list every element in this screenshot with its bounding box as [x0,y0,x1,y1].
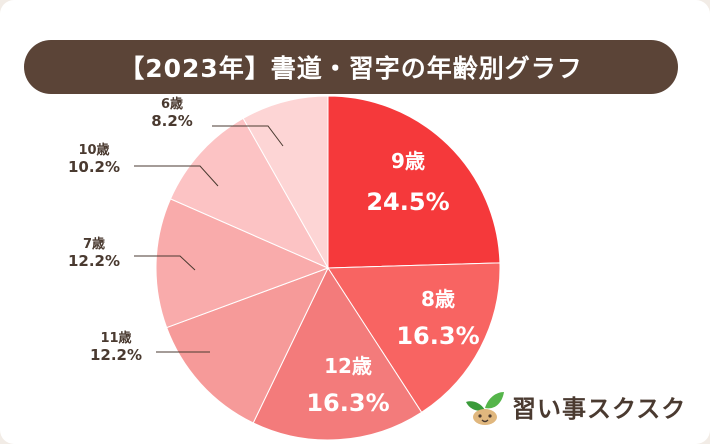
slice-value-4: 12.2% [90,346,142,364]
pie-slice-7 [242,95,329,270]
pie-slice-6 [169,117,330,270]
slice-value-1: 24.5% [366,188,449,216]
slice-label-3: 12歳 [324,354,372,378]
pie-slice-5 [155,198,330,329]
slice-value-6: 10.2% [68,158,120,176]
slice-label-5: 7歳 [83,236,105,252]
slice-value-3: 16.3% [306,389,389,417]
slice-value-5: 12.2% [68,252,120,270]
slice-value-7: 8.2% [151,112,193,130]
pie-slice-4 [166,267,329,424]
slice-value-2: 16.3% [396,322,479,350]
leader-line-6 [134,165,219,187]
slice-label-1: 9歳 [391,149,425,173]
slice-label-4: 11歳 [100,330,131,346]
leader-line-7 [212,125,284,147]
brand-logo: 習い事スクスク [464,386,686,426]
leader-line-5 [134,255,196,271]
slice-label-6: 10歳 [78,142,109,158]
brand-name: 習い事スクスク [512,394,687,423]
pie-slice-3 [252,266,423,441]
slice-label-2: 8歳 [421,287,455,311]
pie-slice-1 [327,95,501,269]
pie-slice-2 [327,262,501,413]
slice-label-7: 6歳 [161,96,183,112]
chart-title: 【2023年】書道・習字の年齢別グラフ [24,40,678,94]
sprout-icon [466,392,504,425]
